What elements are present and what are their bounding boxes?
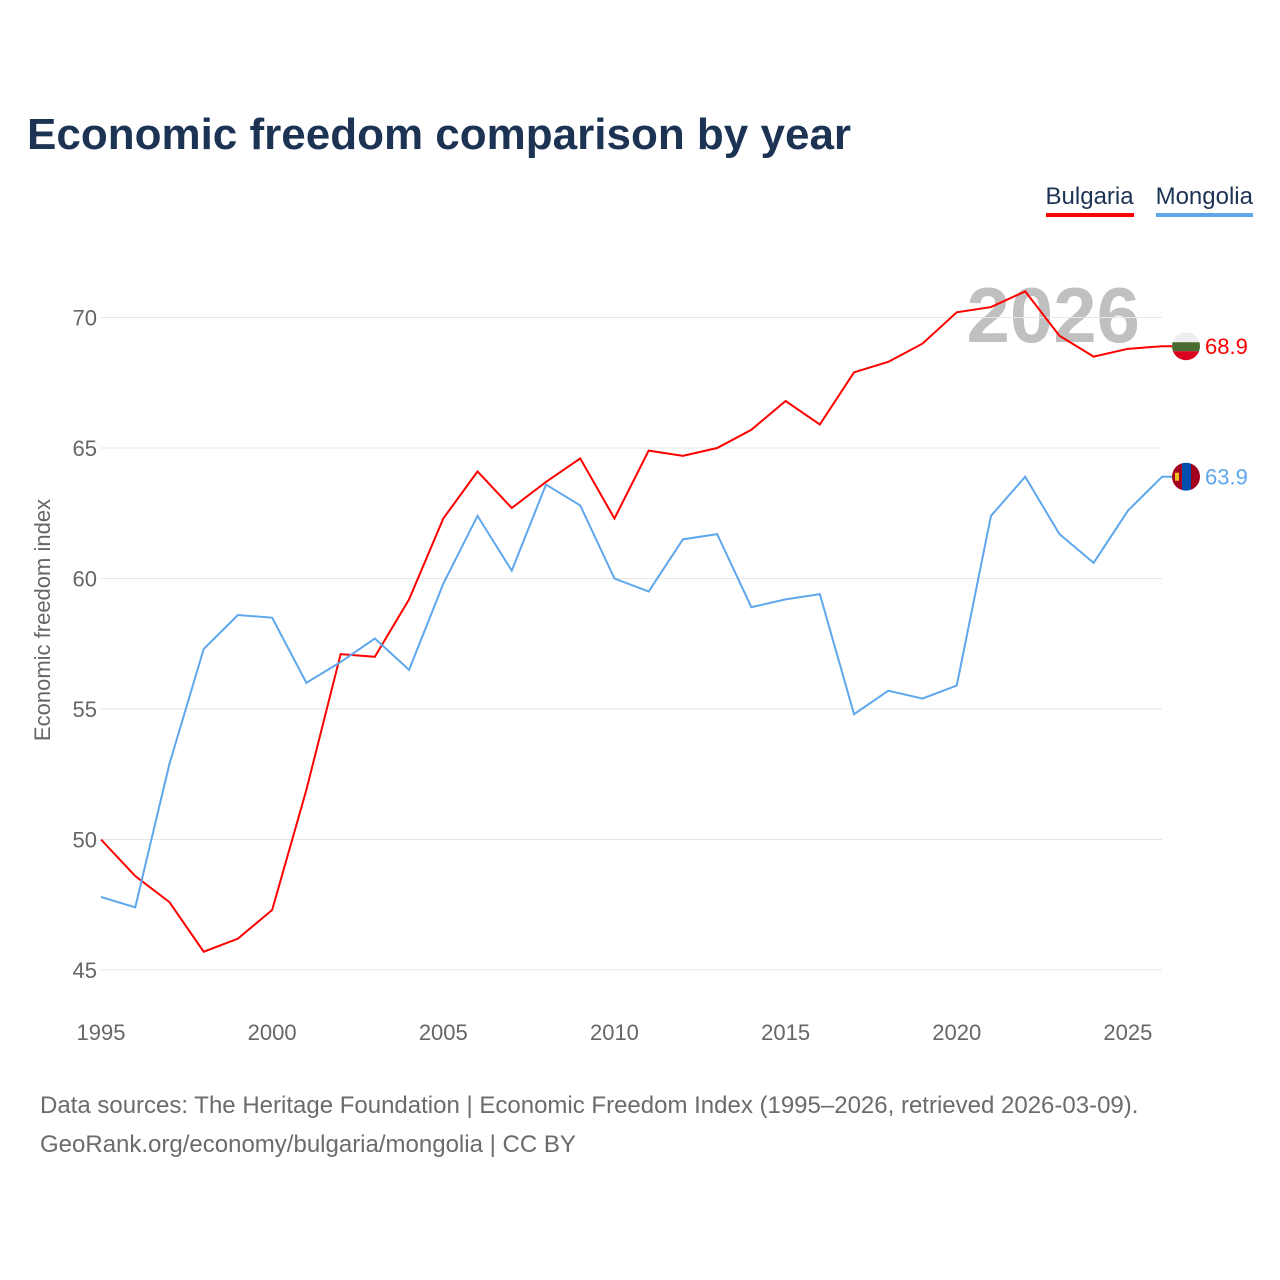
y-tick-label: 70 (73, 306, 97, 331)
x-tick-label: 2020 (932, 1020, 981, 1045)
x-tick-label: 1995 (77, 1020, 126, 1045)
y-tick-label: 45 (73, 958, 97, 983)
mongolia-flag-icon (1172, 462, 1200, 491)
x-tick-label: 2005 (419, 1020, 468, 1045)
y-tick-label: 65 (73, 436, 97, 461)
end-value-label-mongolia: 63.9 (1205, 465, 1248, 490)
current-year-watermark: 2026 (966, 271, 1140, 359)
y-tick-label: 60 (73, 567, 97, 592)
end-value-label-bulgaria: 68.9 (1205, 334, 1248, 359)
series-line-bulgaria (100, 290, 1172, 953)
legend: Bulgaria Mongolia (1045, 183, 1253, 217)
legend-item-mongolia[interactable]: Mongolia (1155, 183, 1253, 217)
x-tick-label: 2010 (590, 1020, 639, 1045)
bulgaria-flag-icon (1172, 332, 1200, 361)
credit-link[interactable]: GeoRank.org/economy/bulgaria/mongolia | … (40, 1131, 576, 1158)
y-axis-label: Economic freedom index (30, 499, 55, 741)
x-tick-label: 2025 (1103, 1020, 1152, 1045)
x-tick-label: 2015 (761, 1020, 810, 1045)
footer: Data sources: The Heritage Foundation | … (40, 1086, 1138, 1164)
y-tick-label: 50 (73, 828, 97, 853)
y-tick-label: 55 (73, 697, 97, 722)
series-line-mongolia (100, 475, 1172, 909)
data-sources: Data sources: The Heritage Foundation | … (40, 1092, 1139, 1119)
x-tick-label: 2000 (248, 1020, 297, 1045)
legend-item-bulgaria[interactable]: Bulgaria (1045, 183, 1134, 217)
chart-title: Economic freedom comparison by year (27, 110, 852, 159)
